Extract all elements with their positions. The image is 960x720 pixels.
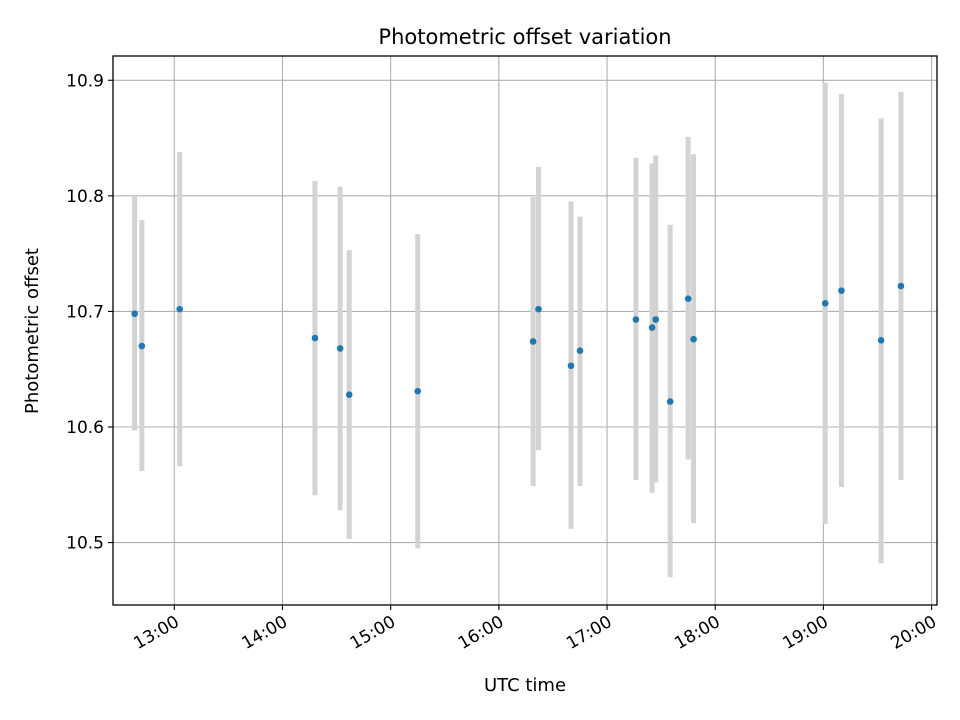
- data-point: [690, 335, 697, 343]
- data-point: [336, 345, 344, 352]
- y-tick-label: 10.9: [66, 71, 104, 91]
- data-points: [131, 282, 905, 405]
- x-axis-title: UTC time: [484, 675, 566, 696]
- data-point: [652, 316, 660, 323]
- data-point: [576, 347, 584, 355]
- data-point: [535, 305, 542, 313]
- data-point: [567, 362, 575, 370]
- data-point: [666, 398, 674, 405]
- grid: [113, 56, 937, 605]
- y-tick-label: 10.8: [66, 187, 104, 207]
- data-point: [877, 337, 885, 344]
- data-point: [176, 305, 184, 313]
- y-axis-title: Photometric offset: [22, 248, 43, 414]
- y-tick-label: 10.6: [66, 418, 104, 438]
- plot-area-frame: [112, 55, 938, 606]
- y-axis: 10.5 10.6 10.7 10.8 10.9: [66, 71, 113, 554]
- y-tick-label: 10.5: [66, 534, 104, 554]
- data-point: [838, 287, 845, 294]
- data-point: [131, 310, 138, 318]
- chart-title: Photometric offset variation: [378, 25, 671, 49]
- data-point: [414, 387, 422, 395]
- data-point: [138, 342, 146, 350]
- data-point: [821, 300, 829, 307]
- data-point: [684, 295, 692, 303]
- data-point: [529, 338, 537, 345]
- y-tick-label: 10.7: [66, 302, 104, 322]
- data-point: [311, 334, 319, 342]
- data-point: [632, 316, 640, 323]
- data-point: [897, 282, 905, 290]
- data-point: [648, 324, 656, 331]
- data-point: [345, 391, 353, 398]
